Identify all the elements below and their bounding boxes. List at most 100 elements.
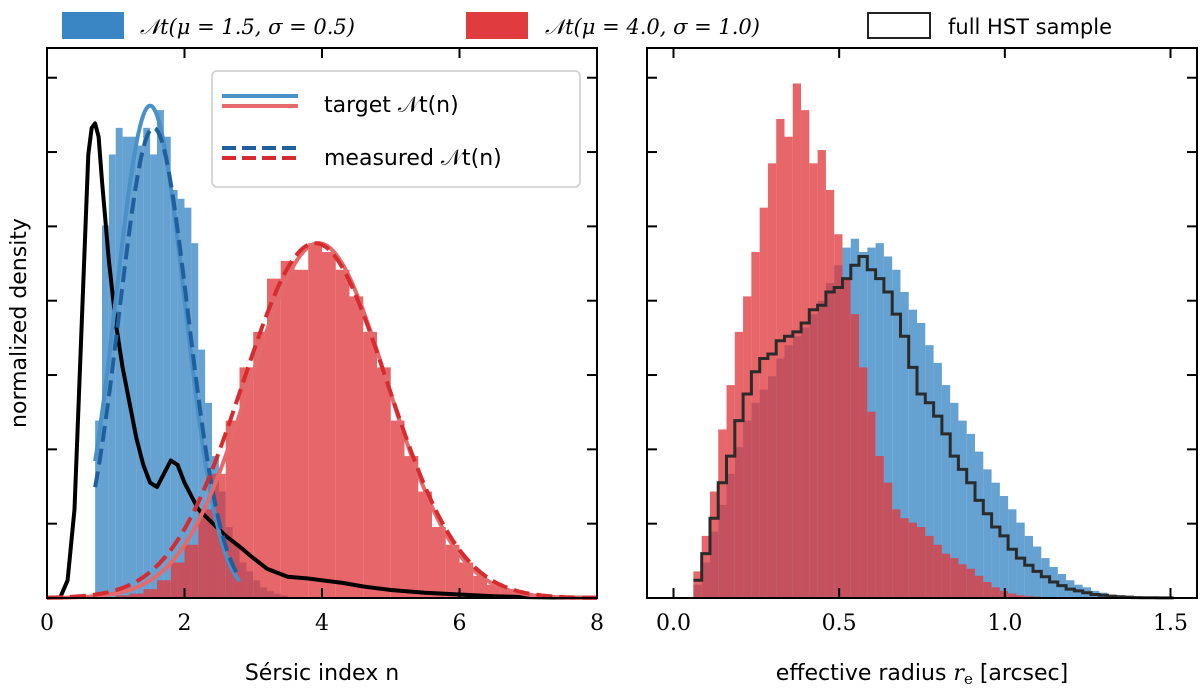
left-hist-1-bar	[335, 269, 350, 598]
right-hist-1-bar	[941, 553, 951, 598]
left-hist-1-bar	[225, 420, 240, 598]
left-line-2	[58, 121, 598, 600]
left-hist-1-bar	[377, 367, 391, 598]
left-hist-0-bar	[150, 154, 157, 599]
left-hist-0-bar	[115, 127, 123, 598]
legend-label-hst: full HST sample	[948, 15, 1112, 39]
left-hist-1-bar	[115, 595, 130, 598]
right-x-label-symbol: r	[953, 661, 965, 686]
right-hist-1-bar	[801, 110, 810, 598]
right-hist-1-bar	[701, 535, 710, 598]
left-hist-0-bar	[129, 136, 137, 599]
legend-measured-label: measured 𝒩t(n)	[324, 146, 502, 171]
left-hist-1-bar	[404, 456, 419, 598]
right-hist-1-bar	[908, 522, 918, 598]
legend-patch-red	[466, 12, 528, 39]
right-hist-1-bar	[767, 163, 777, 599]
right-hist-1-bar	[883, 482, 893, 598]
left-hist-1-bar	[390, 420, 405, 598]
right-hist-1-bar	[751, 252, 760, 598]
right-hist-1-bar	[991, 587, 1000, 598]
right-hist-1-bar	[834, 234, 843, 598]
left-hist-1-bar	[322, 252, 336, 598]
left-hist-1-bar	[418, 491, 432, 598]
right-panel: 0.0 0.5 1.0 1.5 effective radius re [arcsec…	[646, 47, 1198, 688]
right-hist-1-bar	[892, 509, 901, 598]
right-x-label: effective radius re [arcsec]	[776, 661, 1068, 688]
right-hist-0-bar	[917, 323, 926, 598]
right-hist-1-bar	[958, 564, 967, 598]
right-hist-1-bar	[933, 544, 942, 598]
right-hist-0-bar	[966, 433, 976, 598]
left-curve-4	[93, 125, 242, 579]
left-hist-0-bar	[122, 136, 130, 599]
left-xtick-label: 8	[590, 611, 604, 636]
right-hist-1-bar	[875, 456, 884, 598]
inner-legend: target 𝒩t(n) measured 𝒩t(n)	[211, 70, 581, 188]
right-hist-1-bar	[776, 118, 785, 598]
left-hist-0-bar	[184, 207, 192, 598]
right-hist-0-bar	[933, 362, 942, 598]
right-hist-1-bar	[759, 207, 768, 598]
left-hist-1-bar	[143, 589, 157, 598]
right-x-label-suffix: [arcsec]	[973, 661, 1068, 686]
right-hist-0-bar	[908, 309, 918, 598]
left-hist-1-bar	[308, 243, 322, 598]
left-hist-0-bar	[157, 110, 164, 598]
right-hist-1-bar	[817, 150, 826, 599]
legend-patch-blue	[62, 12, 124, 39]
left-hist-1-bar	[253, 331, 267, 598]
left-hist-1-bar	[445, 544, 460, 598]
right-hist-1-bar	[825, 189, 835, 598]
right-hist-0-bar	[1024, 535, 1033, 598]
left-hist-0-bar	[95, 420, 102, 598]
left-curve-6	[47, 241, 597, 600]
right-xtick-label: 0.5	[822, 611, 857, 636]
right-hist-1-bar	[734, 331, 744, 598]
right-hist-0-bar	[941, 385, 951, 598]
right-hist-1-bar	[983, 582, 992, 598]
left-hist-0-bar	[198, 349, 206, 598]
right-hist-0-bar	[900, 291, 909, 598]
right-hist-1-bar	[1008, 593, 1017, 598]
right-hist-1-bar	[859, 367, 868, 598]
left-plot-area	[46, 103, 598, 600]
left-hist-0-bar	[191, 243, 199, 598]
left-hist-1-bar	[473, 575, 487, 598]
left-y-label: normalized density	[7, 218, 32, 428]
inner-legend-box	[211, 70, 581, 188]
right-hist-0-bar	[991, 482, 1000, 598]
left-hist-0-bar	[170, 189, 178, 598]
right-hist-1-bar	[784, 136, 793, 599]
legend-outline-hst	[867, 12, 931, 39]
top-legend: 𝒩t(μ = 1.5, σ = 0.5) 𝒩t(μ = 4.0, σ = 1.0…	[62, 12, 1112, 39]
left-hist-1-bar	[129, 593, 144, 598]
left-hist-1	[115, 243, 597, 598]
left-hist-0-bar	[163, 136, 171, 599]
right-xtick-label: 0.0	[656, 611, 691, 636]
right-hist-0-bar	[883, 256, 893, 598]
right-axes-frame	[646, 47, 1198, 599]
right-hist-1-bar	[925, 535, 934, 598]
left-xtick-label: 4	[315, 611, 329, 636]
right-hist-1	[693, 83, 1058, 599]
left-ticks: 0 2 4 6 8	[40, 48, 604, 636]
left-hist-1-bar	[500, 589, 515, 598]
right-hist-0-bar	[950, 402, 959, 598]
left-hist-0-bar	[136, 145, 144, 599]
left-hist-1-bar	[294, 269, 309, 598]
left-hist-1-bar	[432, 527, 446, 598]
left-hist-1-bar	[280, 260, 295, 598]
right-hist-1-bar	[850, 314, 860, 598]
right-hist-0-bar	[1016, 522, 1025, 598]
right-hist-1-bar	[809, 163, 818, 599]
right-hist-1-bar	[792, 83, 802, 598]
left-hist-1-bar	[349, 296, 364, 598]
right-ticks: 0.0 0.5 1.0 1.5	[647, 48, 1197, 636]
left-hist-0-bar	[143, 127, 151, 598]
right-hist-1-bar	[950, 558, 959, 598]
left-hist-1-bar	[198, 509, 212, 598]
left-hist-1-bar	[363, 331, 377, 598]
